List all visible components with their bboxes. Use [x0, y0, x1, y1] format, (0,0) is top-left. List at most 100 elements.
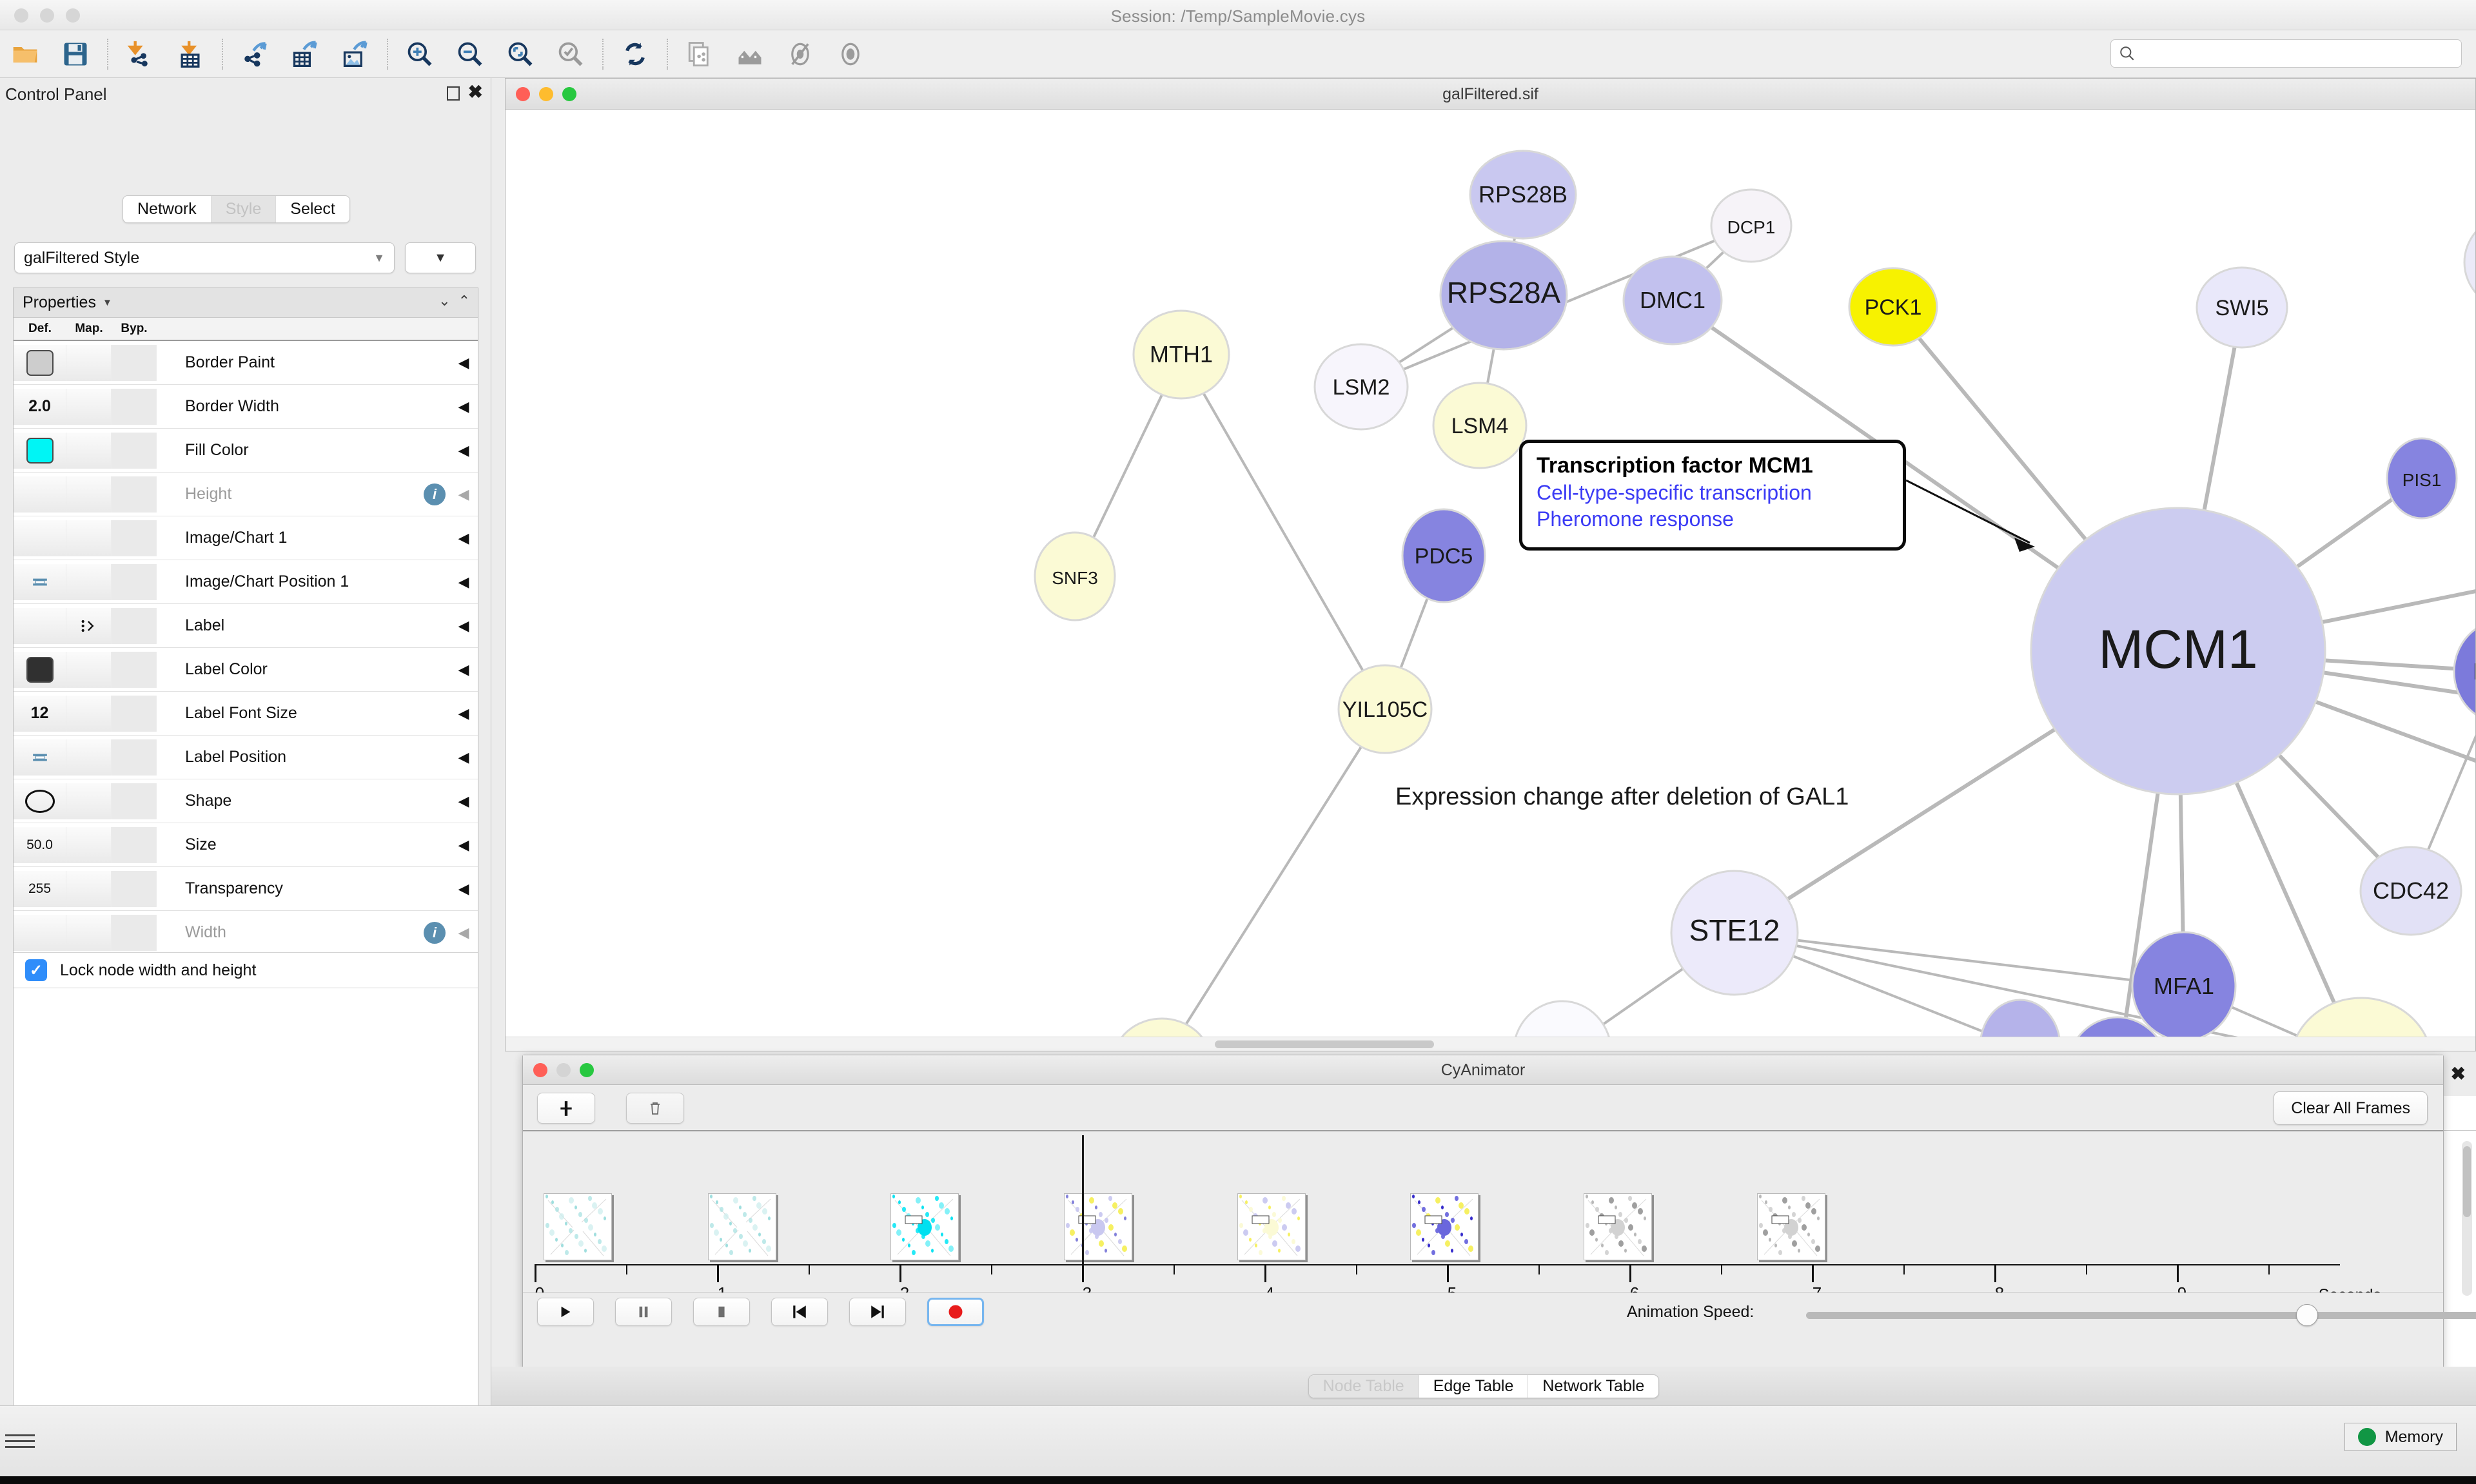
expand-arrow-icon[interactable]: ◀: [458, 836, 469, 853]
property-default-cell[interactable]: [14, 344, 66, 381]
float-panel-icon[interactable]: [447, 86, 460, 101]
memory-status-button[interactable]: Memory: [2344, 1423, 2457, 1451]
property-bypass-cell[interactable]: [112, 476, 157, 513]
new-network-icon[interactable]: [674, 33, 725, 75]
maximize-window-button[interactable]: [66, 8, 80, 23]
property-mapping-cell[interactable]: [66, 651, 112, 688]
property-default-cell[interactable]: [14, 563, 66, 600]
zoom-fit-icon[interactable]: [495, 33, 545, 75]
hide-selected-icon[interactable]: [775, 33, 825, 75]
expand-arrow-icon[interactable]: ◀: [458, 573, 469, 590]
zoom-out-icon[interactable]: [445, 33, 495, 75]
property-bypass-cell[interactable]: [112, 607, 157, 644]
close-window-button[interactable]: [14, 8, 28, 23]
ellipse-shape-icon[interactable]: [25, 789, 55, 813]
property-default-cell[interactable]: [14, 432, 66, 469]
timeline-frame[interactable]: [1410, 1193, 1479, 1260]
expand-arrow-icon[interactable]: ◀: [458, 705, 469, 721]
property-default-cell[interactable]: 255: [14, 870, 66, 907]
tab-select[interactable]: Select: [290, 200, 335, 218]
property-mapping-cell[interactable]: [66, 870, 112, 907]
node-rps28a[interactable]: RPS28A: [1439, 240, 1568, 351]
window-controls[interactable]: [14, 8, 80, 23]
property-mapping-cell[interactable]: [66, 607, 112, 644]
expand-arrow-icon[interactable]: ◀: [458, 748, 469, 765]
property-bypass-cell[interactable]: [112, 826, 157, 863]
position-icon[interactable]: [32, 751, 48, 764]
property-row-image-chart-1[interactable]: Image/Chart 1 ◀: [14, 516, 478, 560]
expand-arrow-icon[interactable]: ◀: [458, 529, 469, 546]
property-bypass-cell[interactable]: [112, 651, 157, 688]
search-box[interactable]: [2110, 39, 2462, 68]
property-row-label-position[interactable]: Label Position ◀: [14, 736, 478, 779]
import-table-icon[interactable]: [165, 33, 215, 75]
node-pis1[interactable]: PIS1: [2386, 437, 2458, 520]
timeline-frame[interactable]: [1237, 1193, 1306, 1260]
close-icon[interactable]: ✖: [2450, 1064, 2466, 1084]
apply-layout-icon[interactable]: [610, 33, 660, 75]
node-dcp1[interactable]: DCP1: [1710, 188, 1793, 263]
edge[interactable]: [1180, 354, 1386, 710]
property-bypass-cell[interactable]: [112, 695, 157, 732]
expand-arrow-icon[interactable]: ◀: [458, 398, 469, 415]
cyanimator-timeline[interactable]: 0123456789 Seconds: [523, 1131, 2443, 1304]
property-row-label-font-size[interactable]: 12 Label Font Size ◀: [14, 692, 478, 736]
tab-network-table[interactable]: Network Table: [1542, 1376, 1645, 1395]
collapse-all-icon[interactable]: ⌃: [458, 293, 470, 309]
minimize-window-button[interactable]: [40, 8, 54, 23]
network-window-controls[interactable]: [516, 87, 576, 101]
property-bypass-cell[interactable]: [112, 783, 157, 819]
timeline-frame[interactable]: [1584, 1193, 1653, 1260]
tab-edge-table[interactable]: Edge Table: [1419, 1374, 1529, 1398]
expand-arrow-icon[interactable]: ◀: [458, 792, 469, 809]
color-swatch[interactable]: [26, 349, 54, 376]
property-bypass-cell[interactable]: [112, 870, 157, 907]
info-icon[interactable]: i: [424, 483, 446, 505]
save-icon[interactable]: [50, 33, 101, 75]
property-mapping-cell[interactable]: [66, 344, 112, 381]
timeline-frame[interactable]: [1063, 1193, 1132, 1260]
property-default-cell[interactable]: [14, 520, 66, 556]
property-mapping-cell[interactable]: [66, 388, 112, 425]
expand-arrow-icon[interactable]: ◀: [458, 617, 469, 634]
property-bypass-cell[interactable]: [112, 432, 157, 469]
animation-speed-slider[interactable]: [1806, 1312, 2476, 1319]
color-swatch[interactable]: [26, 656, 54, 683]
property-row-label[interactable]: Label ◀: [14, 604, 478, 648]
export-network-icon[interactable]: [230, 33, 280, 75]
delete-frame-button[interactable]: [626, 1093, 684, 1124]
play-button[interactable]: [537, 1298, 594, 1326]
property-bypass-cell[interactable]: [112, 388, 157, 425]
node-swi5[interactable]: SWI5: [2196, 266, 2288, 349]
close-window-button[interactable]: [516, 87, 530, 101]
close-icon[interactable]: ✖: [467, 82, 483, 102]
node-dmc1[interactable]: DMC1: [1622, 255, 1723, 346]
tab-node-table[interactable]: Node Table: [1308, 1374, 1419, 1398]
property-mapping-cell[interactable]: [66, 826, 112, 863]
close-window-button[interactable]: [533, 1063, 547, 1077]
first-neighbors-icon[interactable]: [725, 33, 775, 75]
node-gal80[interactable]: GAL80: [2463, 212, 2475, 313]
node-yil105c[interactable]: YIL105C: [1337, 664, 1433, 754]
clear-all-frames-button[interactable]: Clear All Frames: [2274, 1091, 2428, 1125]
expand-arrow-icon[interactable]: ◀: [458, 354, 469, 371]
node-cdc42[interactable]: CDC42: [2359, 846, 2462, 936]
open-folder-icon[interactable]: [0, 33, 50, 75]
property-row-height[interactable]: Height i ◀: [14, 473, 478, 516]
timeline-playhead[interactable]: [1082, 1135, 1084, 1264]
export-image-icon[interactable]: [330, 33, 380, 75]
position-icon[interactable]: [32, 576, 48, 589]
lock-node-size-row[interactable]: ✓ Lock node width and height: [14, 952, 478, 988]
property-mapping-cell[interactable]: [66, 783, 112, 819]
node-mfa2[interactable]: MFA2: [2453, 620, 2475, 723]
timeline-frame[interactable]: [1757, 1193, 1826, 1260]
property-default-cell[interactable]: 2.0: [14, 388, 66, 425]
property-row-transparency[interactable]: 255 Transparency ◀: [14, 867, 478, 911]
edge[interactable]: [1734, 932, 2185, 988]
property-bypass-cell[interactable]: [112, 739, 157, 776]
timeline-frame[interactable]: [544, 1193, 613, 1260]
collapse-expand-controls[interactable]: ⌄ ⌃: [438, 293, 470, 309]
expand-arrow-icon[interactable]: ◀: [458, 661, 469, 678]
edge[interactable]: [1162, 708, 1386, 1051]
node-mcm1[interactable]: MCM1: [2030, 507, 2326, 796]
